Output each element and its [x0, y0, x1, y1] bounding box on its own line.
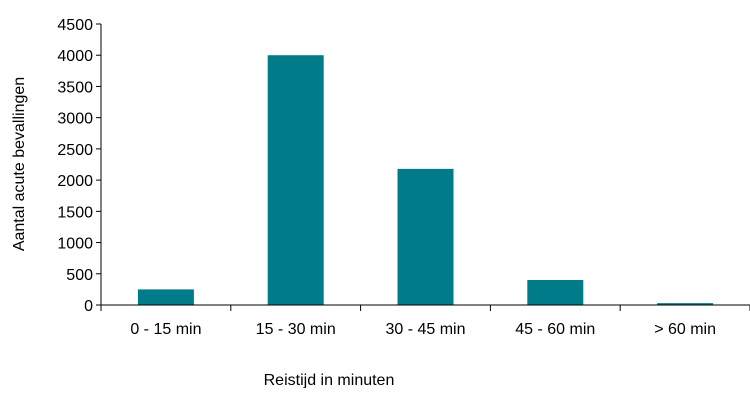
- x-tick-label: 15 - 30 min: [256, 321, 336, 338]
- bar: [267, 55, 324, 305]
- x-tick-label: 0 - 15 min: [130, 321, 201, 338]
- y-tick-label: 1500: [57, 204, 93, 221]
- bar: [397, 168, 454, 305]
- y-tick-label: 3000: [57, 111, 93, 128]
- x-tick-label: 45 - 60 min: [515, 321, 595, 338]
- bar: [657, 303, 714, 305]
- y-axis-label: Aantal acute bevallingen: [11, 77, 28, 251]
- y-tick-label: 4000: [57, 48, 93, 65]
- y-tick-label: 2500: [57, 142, 93, 159]
- y-tick-label: 500: [66, 267, 93, 284]
- x-tick-label: 30 - 45 min: [385, 321, 465, 338]
- y-tick-label: 4500: [57, 17, 93, 34]
- y-tick-label: 2000: [57, 173, 93, 190]
- bars: [137, 55, 714, 305]
- x-tick-label: > 60 min: [654, 321, 716, 338]
- bar: [137, 289, 194, 305]
- y-axis-ticks: 0 500 1000 1500 2000 2500 3000 3500 4000 4500: [57, 17, 101, 315]
- x-axis-label: Reistijd in minuten: [264, 372, 395, 388]
- y-tick-label: 3500: [57, 79, 93, 96]
- bar: [527, 280, 584, 305]
- x-axis-ticks: 0 - 15 min 15 - 30 min 30 - 45 min 45 - 60 …: [100, 305, 750, 338]
- y-tick-label: 0: [84, 298, 93, 315]
- y-tick-label: 1000: [57, 236, 93, 253]
